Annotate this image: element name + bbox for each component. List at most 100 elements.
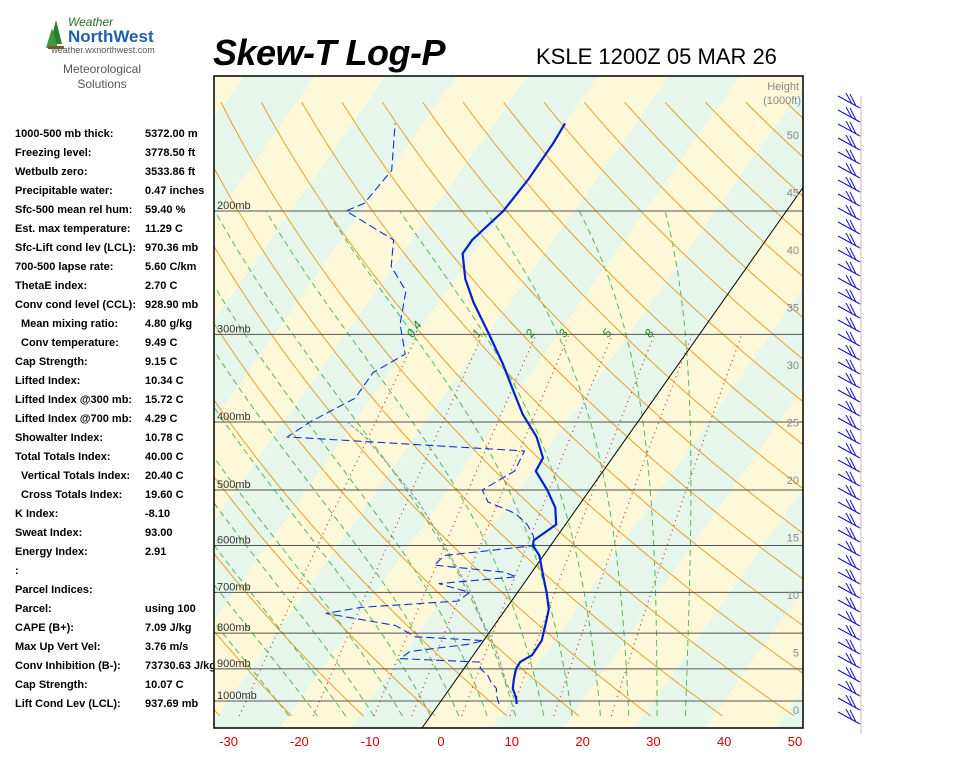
- index-row: Cap Strength: 9.15 C: [15, 356, 215, 375]
- index-row: Sweat Index: 93.00: [15, 527, 215, 546]
- index-value: 3533.86 ft: [145, 166, 196, 178]
- index-value: 5372.00 m: [145, 128, 198, 140]
- wind-barb-feather: [849, 457, 857, 471]
- wind-barb-staff: [837, 697, 861, 711]
- dry-adiabat-line: [422, 102, 803, 490]
- x-tick-label: -20: [290, 734, 309, 749]
- wind-barb-feather: [845, 470, 853, 483]
- dry-adiabat-line: [948, 102, 960, 716]
- wind-barb-feather: [849, 149, 857, 163]
- height-tick-label: 5: [793, 648, 799, 660]
- zero-isotherm: [421, 186, 803, 728]
- index-row: Max Up Vert Vel: 3.76 m/s: [15, 641, 215, 660]
- index-label: Cross Totals Index:: [21, 489, 123, 501]
- wind-barb-feather: [849, 387, 857, 401]
- mixing-ratio-line: [610, 334, 743, 717]
- index-label: Wetbulb zero:: [15, 166, 88, 178]
- ground-logo-icon: [48, 46, 64, 49]
- plot-frame: [213, 75, 804, 729]
- index-label: Sfc-500 mean rel hum:: [15, 204, 133, 216]
- wind-barb-feather: [849, 191, 857, 205]
- wind-barb-staff: [837, 347, 861, 361]
- wind-barb-feather: [845, 386, 853, 399]
- wind-barb-feather: [845, 246, 853, 259]
- moist-adiabat-line: [326, 210, 573, 716]
- height-axis-title: Height: [767, 81, 799, 93]
- wind-barb-staff: [837, 571, 861, 585]
- wind-barb-feather: [845, 218, 853, 231]
- wind-barb-feather: [849, 471, 857, 485]
- height-tick-label: 10: [787, 590, 799, 602]
- company-subtitle: Meteorological Solutions: [52, 62, 152, 92]
- wind-barb-staff: [837, 711, 861, 725]
- index-row: 700-500 lapse rate: 5.60 C/km: [15, 261, 215, 280]
- wind-barb-feather: [845, 666, 853, 679]
- wind-barb-staff: [837, 557, 861, 571]
- wind-barb-staff: [837, 501, 861, 515]
- height-tick-label: 35: [787, 303, 799, 315]
- wind-barb: [837, 708, 861, 725]
- x-tick-label: 20: [575, 734, 589, 749]
- index-label: Conv cond level (CCL):: [15, 299, 137, 311]
- mixing-ratio-lines: [238, 334, 743, 717]
- wind-barb-staff: [837, 669, 861, 683]
- index-label: Parcel Indices:: [15, 584, 93, 596]
- index-row: CAPE (B+): 7.09 J/kg: [15, 622, 215, 641]
- wind-barb: [837, 554, 861, 571]
- index-row: Cross Totals Index: 19.60 C: [15, 489, 215, 508]
- mixing-ratio-line: [373, 334, 537, 717]
- wind-barb-feather: [849, 303, 857, 317]
- height-tick-label: 40: [787, 245, 799, 257]
- index-value: 2.91: [145, 546, 167, 558]
- wind-barb: [837, 638, 861, 655]
- wind-barb-feather: [845, 120, 853, 133]
- index-row: K Index: -8.10: [15, 508, 215, 527]
- station-time-label: KSLE 1200Z 05 MAR 26: [536, 44, 777, 69]
- wind-barb-feather: [845, 162, 853, 175]
- subtitle-line-2: Solutions: [77, 77, 127, 91]
- dry-adiabat-line: [214, 245, 651, 717]
- wind-barb: [837, 400, 861, 417]
- wind-barb-staff: [837, 249, 861, 263]
- index-label: 700-500 lapse rate:: [15, 261, 114, 273]
- dry-adiabat-line: [382, 102, 803, 534]
- wind-barb: [837, 498, 861, 515]
- dry-adiabat-line: [462, 102, 803, 446]
- index-label: Cap Strength:: [15, 679, 88, 691]
- wind-barb-feather: [845, 176, 853, 189]
- index-row: Sfc-500 mean rel hum: 59.40 %: [15, 204, 215, 223]
- wind-barb-feather: [849, 709, 857, 723]
- index-label: ThetaE index:: [15, 280, 88, 292]
- wind-barb-feather: [849, 499, 857, 513]
- wind-barb-feather: [845, 442, 853, 455]
- index-label: Total Totals Index:: [15, 451, 111, 463]
- wind-barb-staff: [837, 445, 861, 459]
- wind-barb-feather: [845, 596, 853, 609]
- wind-barb: [837, 204, 861, 221]
- wind-barb-feather: [849, 443, 857, 457]
- wind-barb-staff: [837, 417, 861, 431]
- wind-barb-feather: [845, 512, 853, 525]
- wind-barb: [837, 176, 861, 193]
- wind-barb: [837, 568, 861, 585]
- index-row: Lifted Index: 10.34 C: [15, 375, 215, 394]
- wind-barb-feather: [849, 107, 857, 121]
- index-value: 93.00: [145, 527, 173, 539]
- wind-barb: [837, 414, 861, 431]
- index-value: 4.29 C: [145, 413, 178, 425]
- index-value: 11.29 C: [145, 223, 183, 235]
- wind-barb: [837, 316, 861, 333]
- wind-barb-feather: [849, 667, 857, 681]
- dry-adiabat-line: [220, 102, 795, 717]
- height-tick-label: 50: [787, 130, 799, 142]
- wind-barb: [837, 666, 861, 683]
- index-row: Lift Cond Lev (LCL): 937.69 mb: [15, 698, 215, 717]
- wind-barb-staff: [837, 403, 861, 417]
- parcel-curve: [347, 421, 518, 705]
- wind-barb-feather: [845, 708, 853, 721]
- wind-barb: [837, 456, 861, 473]
- wind-barb-staff: [837, 599, 861, 613]
- index-row: Showalter Index: 10.78 C: [15, 432, 215, 451]
- wind-barb-staff: [837, 179, 861, 193]
